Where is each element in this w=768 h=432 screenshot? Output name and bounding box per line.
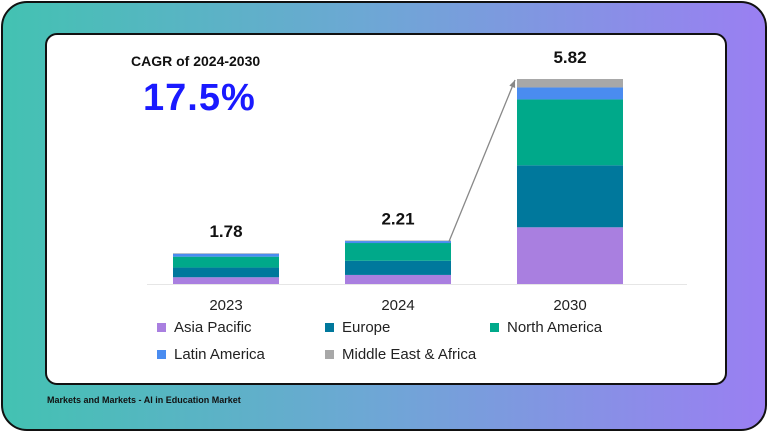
cagr-value: 17.5%	[143, 77, 256, 119]
chart-card: CAGR of 2024-2030 17.5% 1.78 2023 2.21 2024…	[45, 33, 727, 385]
legend-swatch	[490, 323, 499, 332]
stacked-bar-chart: 1.78 2023 2.21 2024 5.82 2030	[147, 48, 687, 314]
total-label-2023: 1.78	[209, 222, 242, 241]
total-label-2024: 2.21	[381, 209, 414, 228]
bar-segment-europe-2023	[173, 267, 279, 278]
x-tick-label-2030: 2030	[553, 297, 586, 314]
legend-swatch	[325, 323, 334, 332]
legend-label: Latin America	[174, 346, 265, 363]
legend-item-middle-east-africa: Middle East & Africa	[325, 346, 476, 363]
total-label-2030: 5.82	[553, 48, 586, 67]
bar-segment-latin-america-2024	[345, 241, 451, 244]
x-tick-label-2023: 2023	[209, 297, 242, 314]
legend-item-north-america: North America	[490, 319, 602, 336]
bar-segment-asia-pacific-2030	[517, 227, 623, 284]
legend-swatch	[157, 350, 166, 359]
legend-swatch	[157, 323, 166, 332]
bar-segment-middle-east-africa-2024	[345, 240, 451, 242]
x-tick-label-2024: 2024	[381, 297, 414, 314]
legend-item-europe: Europe	[325, 319, 390, 336]
bar-segment-europe-2030	[517, 165, 623, 228]
legend-label: Asia Pacific	[174, 319, 252, 336]
bar-segment-europe-2024	[345, 260, 451, 275]
footer-source: Markets and Markets - AI in Education Ma…	[47, 395, 241, 405]
bar-segment-north-america-2030	[517, 99, 623, 166]
bar-segment-latin-america-2023	[173, 253, 279, 257]
bar-segment-middle-east-africa-2030	[517, 79, 623, 88]
bar-segment-north-america-2024	[345, 243, 451, 261]
legend-label: Europe	[342, 319, 391, 336]
legend-label: North America	[507, 319, 603, 336]
legend-item-asia-pacific: Asia Pacific	[157, 319, 252, 336]
bar-segment-asia-pacific-2024	[345, 274, 451, 284]
bar-segment-middle-east-africa-2023	[173, 253, 279, 254]
legend-item-latin-america: Latin America	[157, 346, 265, 363]
cagr-label: CAGR of 2024-2030	[131, 53, 261, 69]
bar-segment-asia-pacific-2023	[173, 277, 279, 284]
legend-swatch	[325, 350, 334, 359]
growth-arrow-line	[448, 79, 516, 242]
legend-label: Middle East & Africa	[342, 346, 477, 363]
growth-arrow-head	[509, 80, 516, 88]
bar-segment-north-america-2023	[173, 256, 279, 268]
bar-segment-latin-america-2030	[517, 87, 623, 100]
